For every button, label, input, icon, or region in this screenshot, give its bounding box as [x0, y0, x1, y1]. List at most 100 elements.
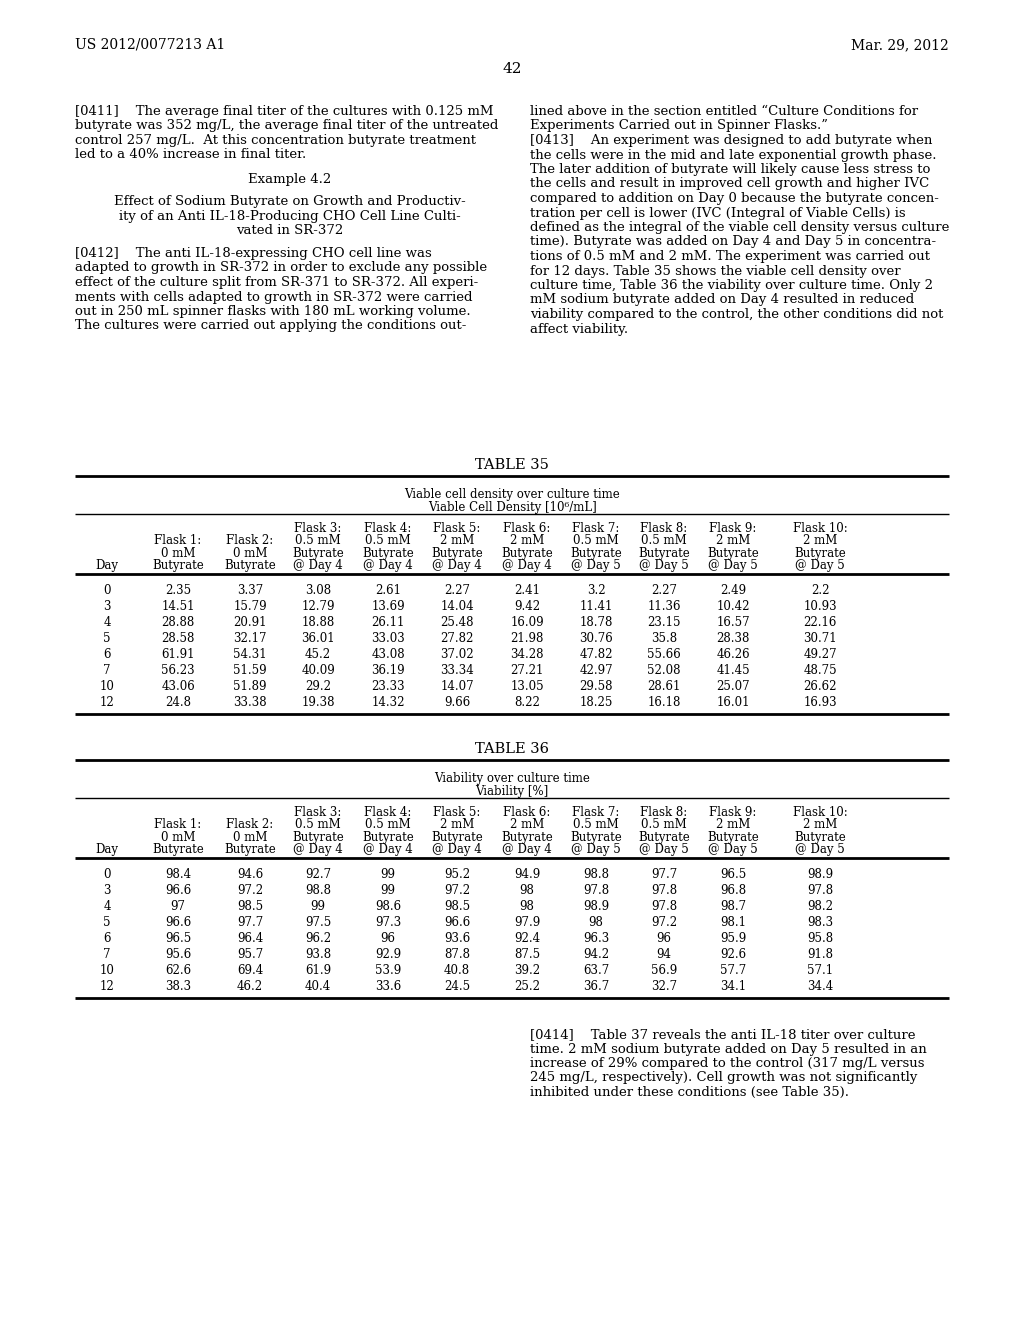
Text: 0.5 mM: 0.5 mM: [573, 535, 618, 548]
Text: 26.11: 26.11: [372, 616, 404, 630]
Text: 93.8: 93.8: [305, 948, 331, 961]
Text: Flask 10:: Flask 10:: [793, 521, 848, 535]
Text: 55.66: 55.66: [647, 648, 681, 661]
Text: 22.16: 22.16: [803, 616, 837, 630]
Text: Viable Cell Density [10⁶/mL]: Viable Cell Density [10⁶/mL]: [428, 502, 596, 513]
Text: [0412]    The anti IL-18-expressing CHO cell line was: [0412] The anti IL-18-expressing CHO cel…: [75, 247, 432, 260]
Text: 92.6: 92.6: [720, 948, 746, 961]
Text: @ Day 4: @ Day 4: [502, 560, 552, 573]
Text: 95.2: 95.2: [444, 869, 470, 880]
Text: 40.8: 40.8: [444, 964, 470, 977]
Text: 19.38: 19.38: [301, 696, 335, 709]
Text: 2.41: 2.41: [514, 583, 540, 597]
Text: for 12 days. Table 35 shows the viable cell density over: for 12 days. Table 35 shows the viable c…: [530, 264, 901, 277]
Text: Effect of Sodium Butyrate on Growth and Productiv-: Effect of Sodium Butyrate on Growth and …: [114, 195, 466, 209]
Text: Butyrate: Butyrate: [153, 843, 204, 857]
Text: 36.19: 36.19: [371, 664, 404, 677]
Text: lined above in the section entitled “Culture Conditions for: lined above in the section entitled “Cul…: [530, 106, 919, 117]
Text: Flask 8:: Flask 8:: [640, 807, 688, 818]
Text: 14.32: 14.32: [372, 696, 404, 709]
Text: @ Day 5: @ Day 5: [571, 560, 621, 573]
Text: 98.5: 98.5: [237, 900, 263, 913]
Text: 24.8: 24.8: [165, 696, 191, 709]
Text: 27.21: 27.21: [510, 664, 544, 677]
Text: 0.5 mM: 0.5 mM: [641, 818, 687, 832]
Text: vated in SR-372: vated in SR-372: [237, 224, 344, 238]
Text: 12: 12: [99, 979, 115, 993]
Text: 3: 3: [103, 601, 111, 612]
Text: Flask 5:: Flask 5:: [433, 807, 480, 818]
Text: effect of the culture split from SR-371 to SR-372. All experi-: effect of the culture split from SR-371 …: [75, 276, 478, 289]
Text: 46.26: 46.26: [716, 648, 750, 661]
Text: 245 mg/L, respectively). Cell growth was not significantly: 245 mg/L, respectively). Cell growth was…: [530, 1072, 918, 1085]
Text: 96.6: 96.6: [165, 884, 191, 898]
Text: Mar. 29, 2012: Mar. 29, 2012: [851, 38, 949, 51]
Text: 33.6: 33.6: [375, 979, 401, 993]
Text: Flask 9:: Flask 9:: [710, 807, 757, 818]
Text: 95.9: 95.9: [720, 932, 746, 945]
Text: 95.8: 95.8: [807, 932, 834, 945]
Text: US 2012/0077213 A1: US 2012/0077213 A1: [75, 38, 225, 51]
Text: 99: 99: [381, 884, 395, 898]
Text: 97.9: 97.9: [514, 916, 540, 929]
Text: 8.22: 8.22: [514, 696, 540, 709]
Text: Viable cell density over culture time: Viable cell density over culture time: [404, 488, 620, 502]
Text: 30.71: 30.71: [803, 632, 837, 645]
Text: 24.5: 24.5: [444, 979, 470, 993]
Text: 33.03: 33.03: [371, 632, 404, 645]
Text: 16.93: 16.93: [803, 696, 837, 709]
Text: 10.42: 10.42: [716, 601, 750, 612]
Text: @ Day 5: @ Day 5: [639, 843, 689, 857]
Text: Butyrate: Butyrate: [638, 832, 690, 843]
Text: 21.98: 21.98: [510, 632, 544, 645]
Text: 3.2: 3.2: [587, 583, 605, 597]
Text: 16.01: 16.01: [716, 696, 750, 709]
Text: 2 mM: 2 mM: [440, 818, 474, 832]
Text: Flask 6:: Flask 6:: [504, 807, 551, 818]
Text: 98.5: 98.5: [444, 900, 470, 913]
Text: [0413]    An experiment was designed to add butyrate when: [0413] An experiment was designed to add…: [530, 135, 933, 147]
Text: 97.8: 97.8: [807, 884, 834, 898]
Text: 0.5 mM: 0.5 mM: [573, 818, 618, 832]
Text: 2 mM: 2 mM: [803, 535, 838, 548]
Text: 96: 96: [656, 932, 672, 945]
Text: 10: 10: [99, 680, 115, 693]
Text: 91.8: 91.8: [807, 948, 833, 961]
Text: Flask 2:: Flask 2:: [226, 535, 273, 548]
Text: 16.57: 16.57: [716, 616, 750, 630]
Text: 99: 99: [381, 869, 395, 880]
Text: 61.91: 61.91: [161, 648, 195, 661]
Text: 37.02: 37.02: [440, 648, 474, 661]
Text: [0411]    The average final titer of the cultures with 0.125 mM: [0411] The average final titer of the cu…: [75, 106, 494, 117]
Text: 96.3: 96.3: [583, 932, 609, 945]
Text: Flask 1:: Flask 1:: [155, 818, 202, 832]
Text: Flask 6:: Flask 6:: [504, 521, 551, 535]
Text: [0414]    Table 37 reveals the anti IL-18 titer over culture: [0414] Table 37 reveals the anti IL-18 t…: [530, 1028, 915, 1041]
Text: 93.6: 93.6: [443, 932, 470, 945]
Text: Butyrate: Butyrate: [708, 546, 759, 560]
Text: 28.61: 28.61: [647, 680, 681, 693]
Text: 0.5 mM: 0.5 mM: [295, 818, 341, 832]
Text: 2 mM: 2 mM: [716, 818, 751, 832]
Text: 3.08: 3.08: [305, 583, 331, 597]
Text: Butyrate: Butyrate: [570, 546, 622, 560]
Text: Butyrate: Butyrate: [795, 546, 846, 560]
Text: 43.08: 43.08: [371, 648, 404, 661]
Text: 0 mM: 0 mM: [232, 546, 267, 560]
Text: Flask 1:: Flask 1:: [155, 535, 202, 548]
Text: defined as the integral of the viable cell density versus culture: defined as the integral of the viable ce…: [530, 220, 949, 234]
Text: 23.33: 23.33: [371, 680, 404, 693]
Text: The later addition of butyrate will likely cause less stress to: The later addition of butyrate will like…: [530, 162, 931, 176]
Text: 98: 98: [519, 900, 535, 913]
Text: Butyrate: Butyrate: [153, 560, 204, 573]
Text: time. 2 mM sodium butyrate added on Day 5 resulted in an: time. 2 mM sodium butyrate added on Day …: [530, 1043, 927, 1056]
Text: 97.8: 97.8: [651, 900, 677, 913]
Text: 92.9: 92.9: [375, 948, 401, 961]
Text: 98.1: 98.1: [720, 916, 746, 929]
Text: 98.4: 98.4: [165, 869, 191, 880]
Text: 11.41: 11.41: [580, 601, 612, 612]
Text: 18.78: 18.78: [580, 616, 612, 630]
Text: 2 mM: 2 mM: [716, 535, 751, 548]
Text: @ Day 4: @ Day 4: [432, 843, 482, 857]
Text: Butyrate: Butyrate: [570, 832, 622, 843]
